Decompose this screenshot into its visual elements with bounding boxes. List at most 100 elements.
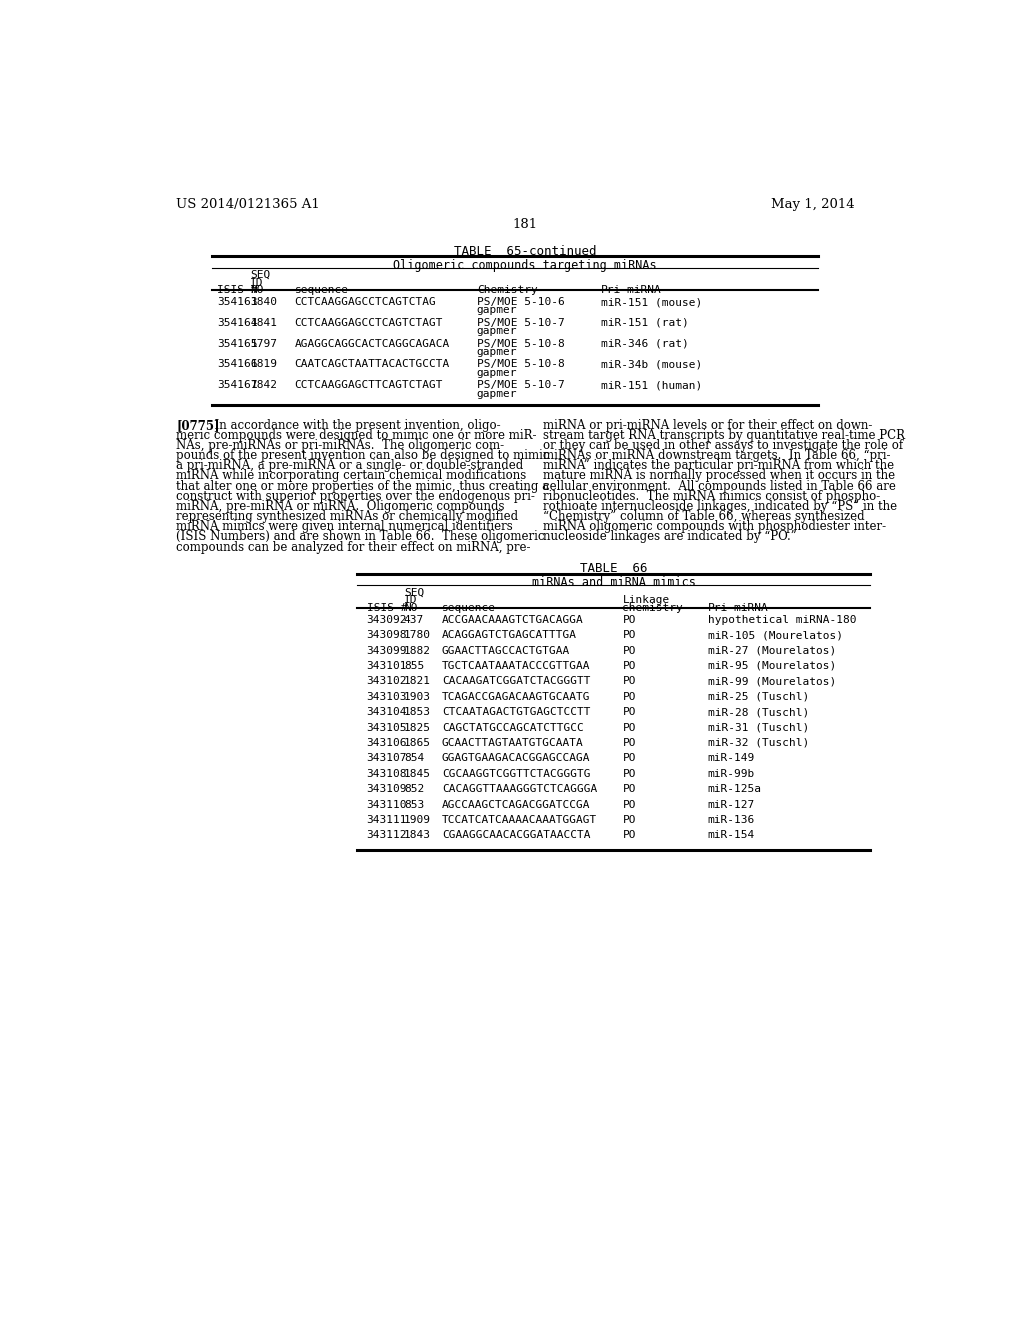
Text: PO: PO bbox=[623, 645, 636, 656]
Text: miRNA oligomeric compounds with phosphodiester inter-: miRNA oligomeric compounds with phosphod… bbox=[543, 520, 886, 533]
Text: 1780: 1780 bbox=[403, 630, 431, 640]
Text: 1843: 1843 bbox=[403, 830, 431, 841]
Text: 1845: 1845 bbox=[403, 768, 431, 779]
Text: US 2014/0121365 A1: US 2014/0121365 A1 bbox=[176, 198, 319, 211]
Text: ID: ID bbox=[251, 277, 264, 288]
Text: miRNA while incorporating certain chemical modifications: miRNA while incorporating certain chemic… bbox=[176, 470, 526, 483]
Text: CAGCTATGCCAGCATCTTGCC: CAGCTATGCCAGCATCTTGCC bbox=[442, 722, 584, 733]
Text: 343103: 343103 bbox=[367, 692, 408, 702]
Text: PS/MOE 5-10-8: PS/MOE 5-10-8 bbox=[477, 359, 564, 370]
Text: rothioate internucleoside linkages, indicated by “PS” in the: rothioate internucleoside linkages, indi… bbox=[543, 500, 897, 513]
Text: miRNA mimics were given internal numerical identifiers: miRNA mimics were given internal numeric… bbox=[176, 520, 513, 533]
Text: mature miRNA is normally processed when it occurs in the: mature miRNA is normally processed when … bbox=[543, 470, 895, 483]
Text: 181: 181 bbox=[512, 218, 538, 231]
Text: 343098: 343098 bbox=[367, 630, 408, 640]
Text: 1865: 1865 bbox=[403, 738, 431, 748]
Text: 1819: 1819 bbox=[251, 359, 278, 370]
Text: CCTCAAGGAGCCTCAGTCTAG: CCTCAAGGAGCCTCAGTCTAG bbox=[295, 297, 436, 308]
Text: 854: 854 bbox=[403, 754, 424, 763]
Text: 1797: 1797 bbox=[251, 339, 278, 348]
Text: PO: PO bbox=[623, 692, 636, 702]
Text: 343105: 343105 bbox=[367, 722, 408, 733]
Text: ACCGAACAAAGTCTGACAGGA: ACCGAACAAAGTCTGACAGGA bbox=[442, 615, 584, 624]
Text: 1841: 1841 bbox=[251, 318, 278, 327]
Text: NO: NO bbox=[251, 285, 264, 296]
Text: 343107: 343107 bbox=[367, 754, 408, 763]
Text: representing synthesized miRNAs or chemically modified: representing synthesized miRNAs or chemi… bbox=[176, 510, 518, 523]
Text: 1909: 1909 bbox=[403, 814, 431, 825]
Text: miR-99b: miR-99b bbox=[708, 768, 755, 779]
Text: Linkage: Linkage bbox=[623, 595, 670, 606]
Text: miR-136: miR-136 bbox=[708, 814, 755, 825]
Text: 1882: 1882 bbox=[403, 645, 431, 656]
Text: 343102: 343102 bbox=[367, 676, 408, 686]
Text: gapmer: gapmer bbox=[477, 305, 517, 315]
Text: Pri-miRNA: Pri-miRNA bbox=[708, 603, 768, 614]
Text: ribonucleotides.  The miRNA mimics consist of phospho-: ribonucleotides. The miRNA mimics consis… bbox=[543, 490, 880, 503]
Text: [0775]: [0775] bbox=[176, 418, 219, 432]
Text: PO: PO bbox=[623, 784, 636, 795]
Text: May 1, 2014: May 1, 2014 bbox=[771, 198, 855, 211]
Text: TCAGACCGAGACAAGTGCAATG: TCAGACCGAGACAAGTGCAATG bbox=[442, 692, 591, 702]
Text: 343092: 343092 bbox=[367, 615, 408, 624]
Text: 354166: 354166 bbox=[217, 359, 258, 370]
Text: stream target RNA transcripts by quantitative real-time PCR: stream target RNA transcripts by quantit… bbox=[543, 429, 904, 442]
Text: 343104: 343104 bbox=[367, 708, 408, 717]
Text: miR-25 (Tuschl): miR-25 (Tuschl) bbox=[708, 692, 809, 702]
Text: SEQ: SEQ bbox=[403, 587, 424, 598]
Text: a pri-miRNA, a pre-miRNA or a single- or double-stranded: a pri-miRNA, a pre-miRNA or a single- or… bbox=[176, 459, 523, 473]
Text: PO: PO bbox=[623, 768, 636, 779]
Text: 354164: 354164 bbox=[217, 318, 258, 327]
Text: PO: PO bbox=[623, 661, 636, 671]
Text: ACAGGAGTCTGAGCATTTGA: ACAGGAGTCTGAGCATTTGA bbox=[442, 630, 577, 640]
Text: ISIS #: ISIS # bbox=[367, 603, 408, 614]
Text: GCAACTTAGTAATGTGCAATA: GCAACTTAGTAATGTGCAATA bbox=[442, 738, 584, 748]
Text: miR-151 (human): miR-151 (human) bbox=[601, 380, 702, 391]
Text: CTCAATAGACTGTGAGCTCCTT: CTCAATAGACTGTGAGCTCCTT bbox=[442, 708, 591, 717]
Text: 852: 852 bbox=[403, 784, 424, 795]
Text: 343108: 343108 bbox=[367, 768, 408, 779]
Text: In accordance with the present invention, oligo-: In accordance with the present invention… bbox=[207, 418, 501, 432]
Text: GGAACTTAGCCACTGTGAA: GGAACTTAGCCACTGTGAA bbox=[442, 645, 570, 656]
Text: 354163: 354163 bbox=[217, 297, 258, 308]
Text: PO: PO bbox=[623, 800, 636, 809]
Text: miRNAs and miRNA mimics: miRNAs and miRNA mimics bbox=[531, 577, 695, 589]
Text: chemistry: chemistry bbox=[623, 603, 683, 614]
Text: (ISIS Numbers) and are shown in Table 66.  These oligomeric: (ISIS Numbers) and are shown in Table 66… bbox=[176, 531, 545, 544]
Text: Chemistry: Chemistry bbox=[477, 285, 538, 296]
Text: miR-346 (rat): miR-346 (rat) bbox=[601, 339, 688, 348]
Text: CGCAAGGTCGGTTCTACGGGTG: CGCAAGGTCGGTTCTACGGGTG bbox=[442, 768, 591, 779]
Text: AGAGGCAGGCACTCAGGCAGACA: AGAGGCAGGCACTCAGGCAGACA bbox=[295, 339, 450, 348]
Text: 343106: 343106 bbox=[367, 738, 408, 748]
Text: 343101: 343101 bbox=[367, 661, 408, 671]
Text: nucleoside linkages are indicated by “PO.”: nucleoside linkages are indicated by “PO… bbox=[543, 531, 797, 544]
Text: gapmer: gapmer bbox=[477, 368, 517, 378]
Text: AGCCAAGCTCAGACGGATCCGA: AGCCAAGCTCAGACGGATCCGA bbox=[442, 800, 591, 809]
Text: cellular environment.  All compounds listed in Table 66 are: cellular environment. All compounds list… bbox=[543, 479, 896, 492]
Text: SEQ: SEQ bbox=[251, 271, 270, 280]
Text: 343110: 343110 bbox=[367, 800, 408, 809]
Text: gapmer: gapmer bbox=[477, 388, 517, 399]
Text: “Chemistry” column of Table 66, whereas synthesized: “Chemistry” column of Table 66, whereas … bbox=[543, 510, 864, 523]
Text: 853: 853 bbox=[403, 800, 424, 809]
Text: 343111: 343111 bbox=[367, 814, 408, 825]
Text: CCTCAAGGAGCTTCAGTCTAGT: CCTCAAGGAGCTTCAGTCTAGT bbox=[295, 380, 443, 391]
Text: PO: PO bbox=[623, 738, 636, 748]
Text: ISIS #: ISIS # bbox=[217, 285, 258, 296]
Text: PO: PO bbox=[623, 722, 636, 733]
Text: hypothetical miRNA-180: hypothetical miRNA-180 bbox=[708, 615, 856, 624]
Text: miR-127: miR-127 bbox=[708, 800, 755, 809]
Text: GGAGTGAAGACACGGAGCCAGA: GGAGTGAAGACACGGAGCCAGA bbox=[442, 754, 591, 763]
Text: miR-95 (Mourelatos): miR-95 (Mourelatos) bbox=[708, 661, 836, 671]
Text: miR-105 (Mourelatos): miR-105 (Mourelatos) bbox=[708, 630, 843, 640]
Text: PO: PO bbox=[623, 754, 636, 763]
Text: 1821: 1821 bbox=[403, 676, 431, 686]
Text: miR-149: miR-149 bbox=[708, 754, 755, 763]
Text: pounds of the present invention can also be designed to mimic: pounds of the present invention can also… bbox=[176, 449, 550, 462]
Text: CACAGGTTAAAGGGTCTCAGGGA: CACAGGTTAAAGGGTCTCAGGGA bbox=[442, 784, 597, 795]
Text: CACAAGATCGGATCTACGGGTT: CACAAGATCGGATCTACGGGTT bbox=[442, 676, 591, 686]
Text: 343099: 343099 bbox=[367, 645, 408, 656]
Text: 1903: 1903 bbox=[403, 692, 431, 702]
Text: PO: PO bbox=[623, 830, 636, 841]
Text: miR-32 (Tuschl): miR-32 (Tuschl) bbox=[708, 738, 809, 748]
